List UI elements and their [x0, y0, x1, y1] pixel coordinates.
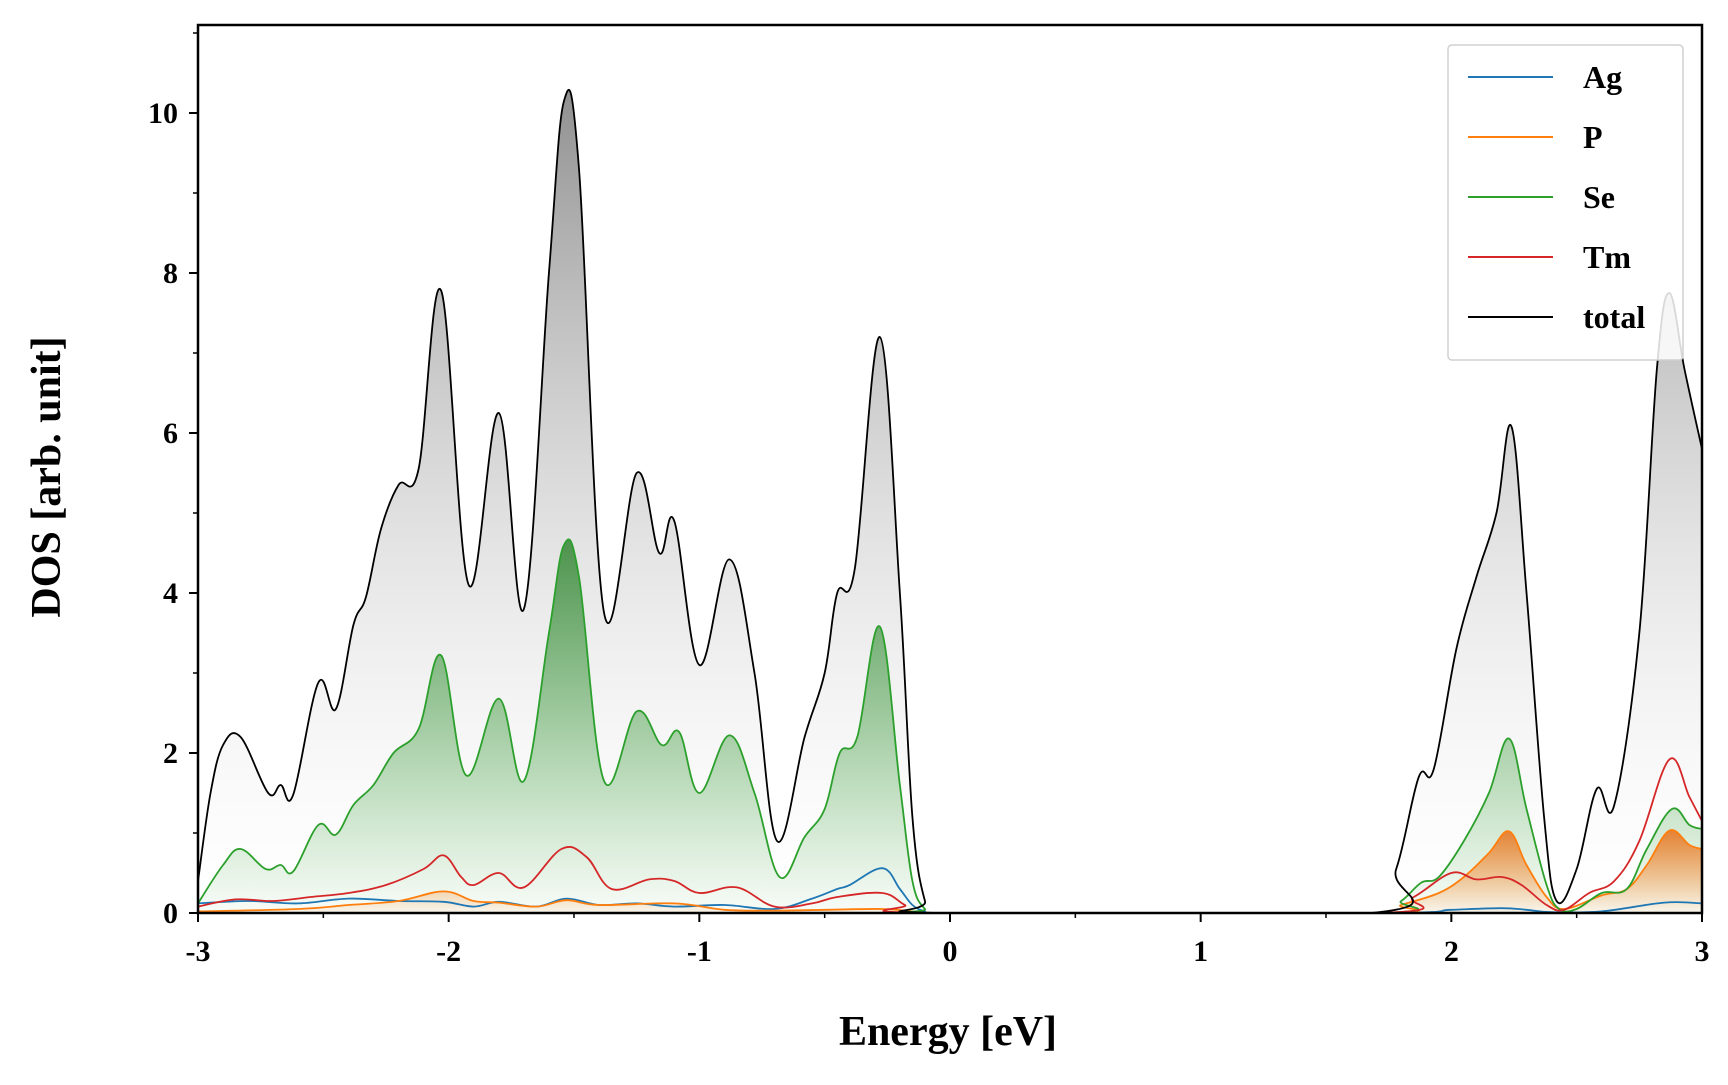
- x-tick-label: 3: [1695, 935, 1710, 968]
- line-tm: [197, 757, 1703, 914]
- y-tick-label: 6: [163, 417, 178, 450]
- x-axis-title: Energy [eV]: [839, 1009, 1057, 1055]
- x-tick-label: -1: [687, 935, 712, 968]
- y-axis-title: DOS [arb. unit]: [24, 336, 70, 617]
- area-p: [198, 830, 1702, 913]
- area-se: [198, 539, 1702, 913]
- x-tick-label: 2: [1444, 935, 1459, 968]
- legend-label-total: total: [1583, 299, 1645, 335]
- x-tick-label: 1: [1193, 935, 1208, 968]
- y-tick-label: 0: [163, 897, 178, 930]
- y-tick-label: 10: [148, 97, 178, 130]
- legend-label-ag: Ag: [1583, 59, 1622, 95]
- line-ag: [197, 867, 1703, 914]
- line-total: [197, 89, 1703, 914]
- legend-label-tm: Tm: [1583, 239, 1631, 275]
- legend-label-p: P: [1583, 119, 1603, 155]
- filled-areas: [198, 89, 1702, 914]
- x-tick-label: 0: [943, 935, 958, 968]
- y-tick-label: 8: [163, 257, 178, 290]
- x-tick-label: -3: [186, 935, 211, 968]
- legend: Ag P Se Tm total: [1447, 44, 1684, 361]
- y-tick-label: 2: [163, 737, 178, 770]
- legend-box: [1447, 44, 1684, 361]
- legend-label-se: Se: [1583, 179, 1615, 215]
- line-se: [197, 538, 1703, 914]
- x-tick-label: -2: [436, 935, 461, 968]
- axes: -3 -2 -1 0 1 2 3 0 2 4 6 8 10: [148, 23, 1710, 968]
- y-tick-label: 4: [163, 577, 178, 610]
